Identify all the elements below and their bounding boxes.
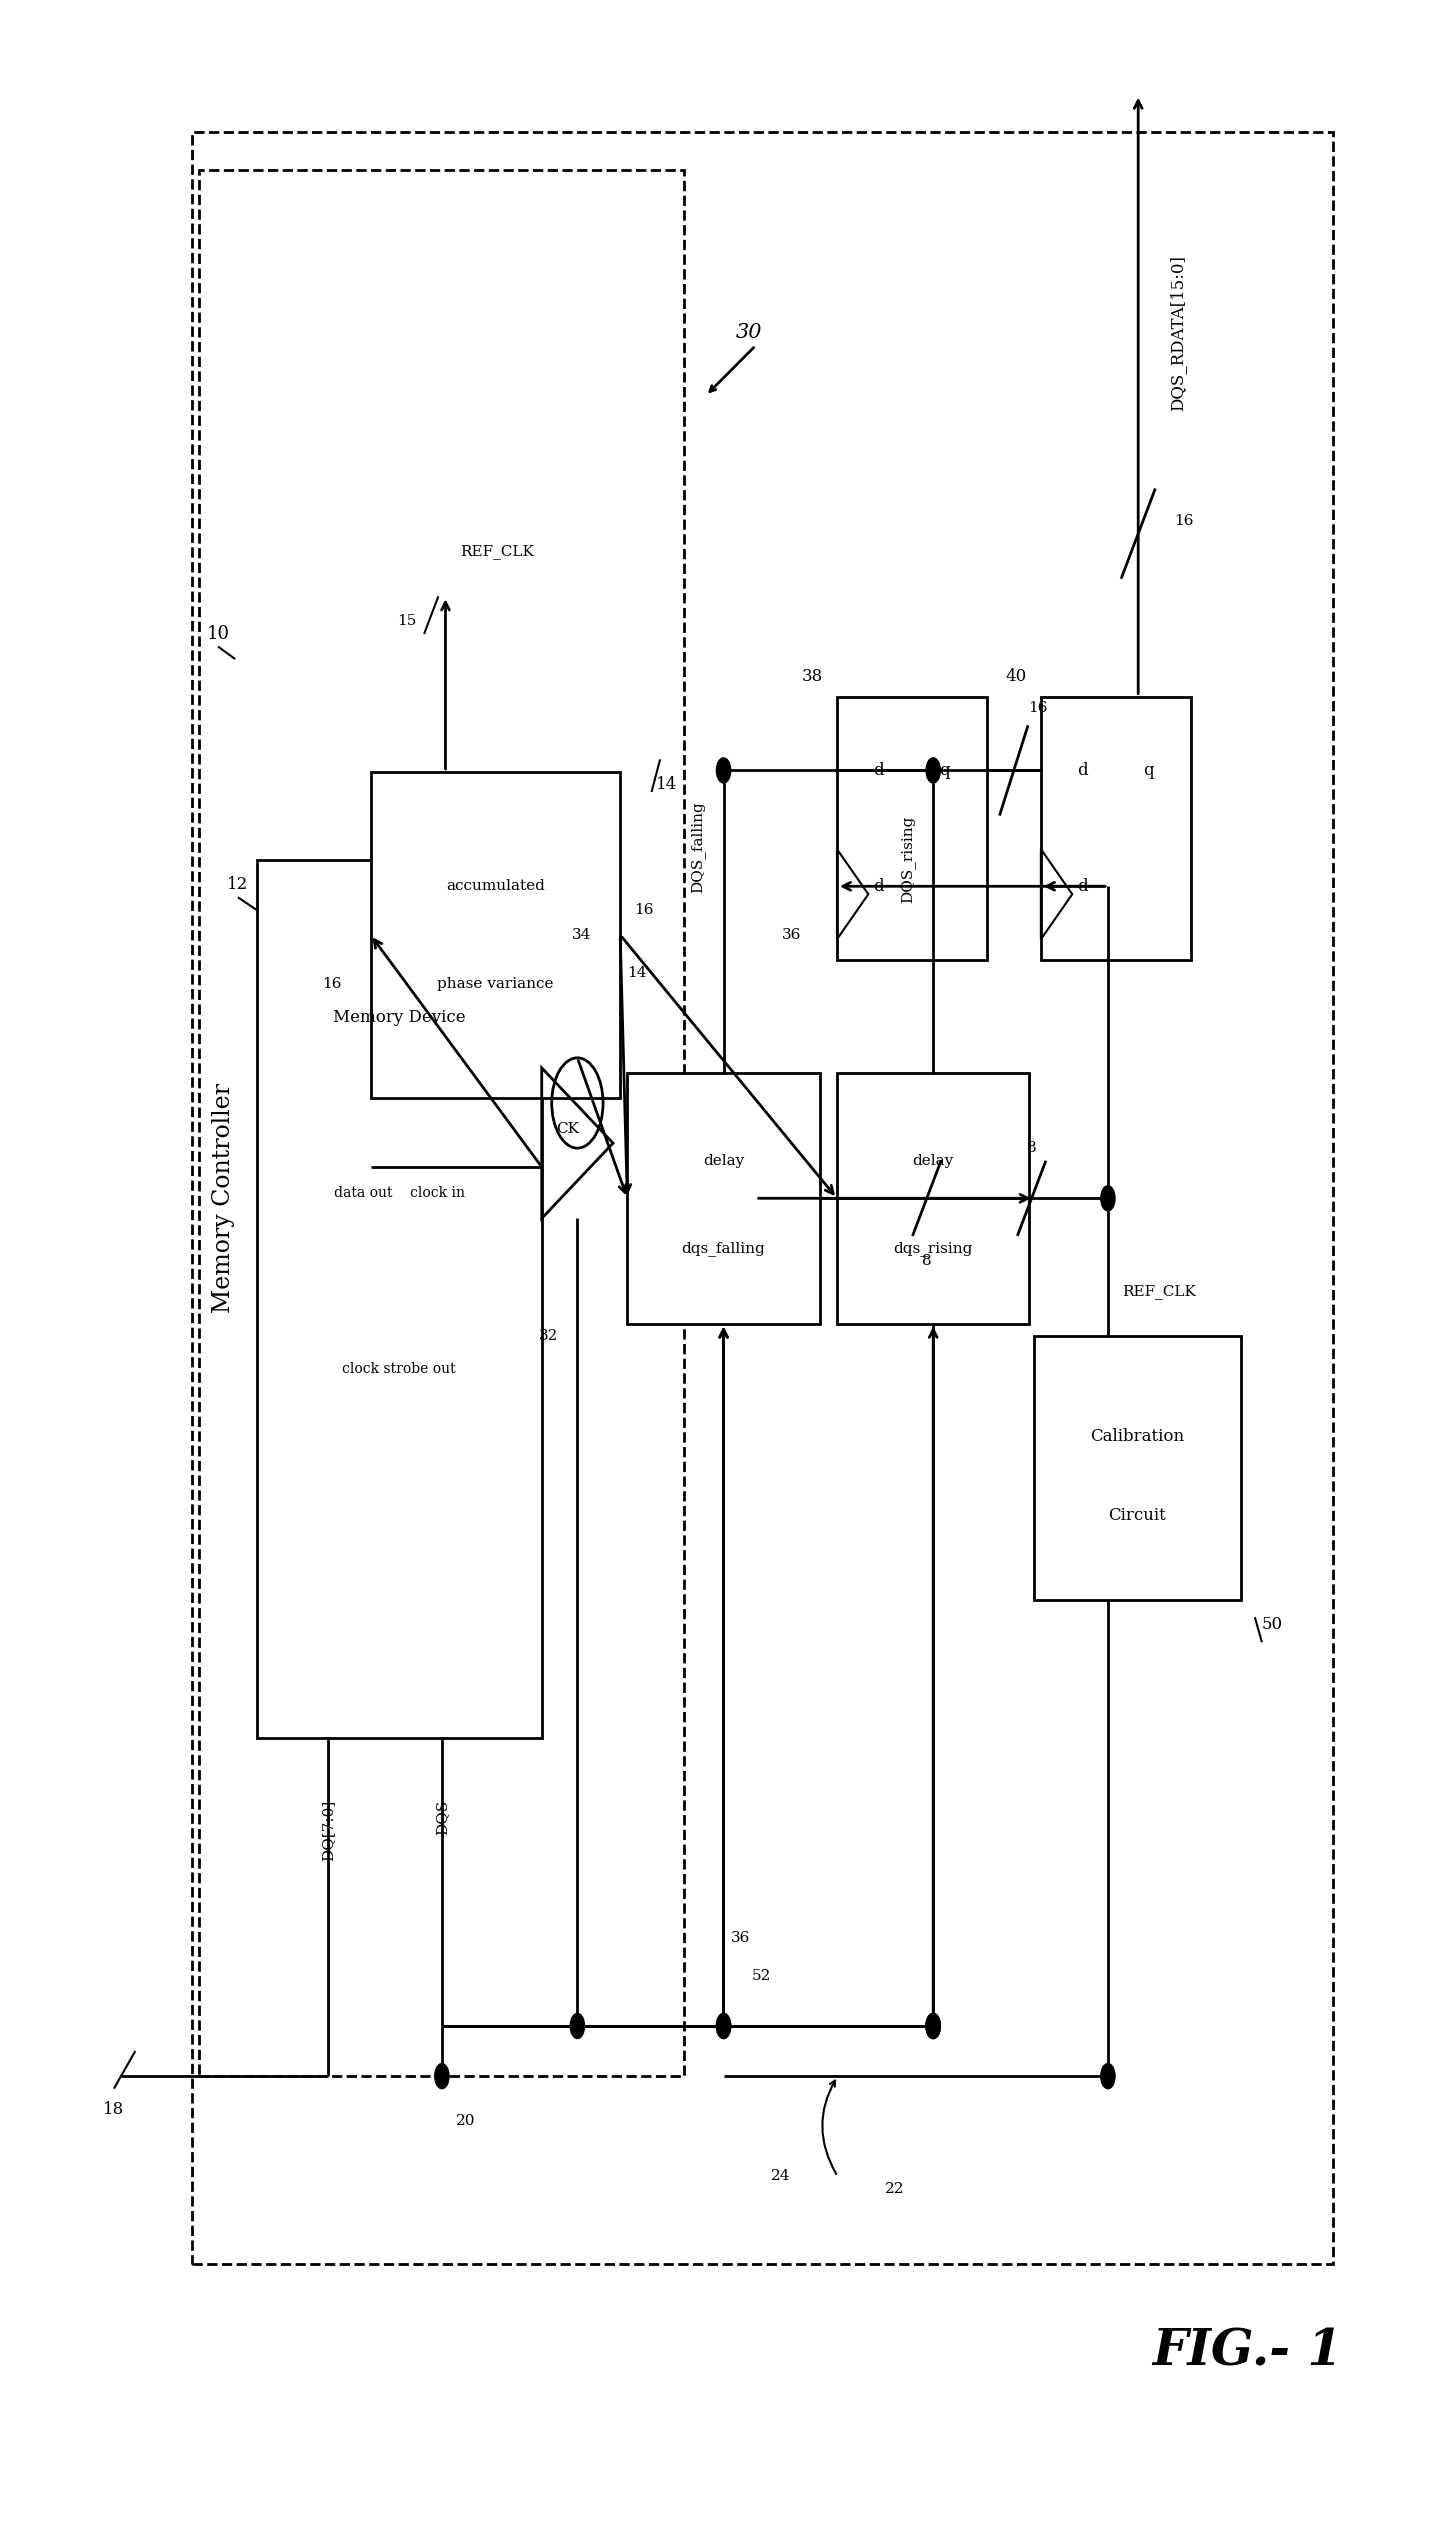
Text: CK: CK	[556, 1122, 579, 1137]
Text: 16: 16	[323, 976, 343, 991]
Text: 34: 34	[572, 928, 592, 941]
Text: delay: delay	[913, 1153, 953, 1168]
Bar	[628, 1072, 819, 1324]
Text: q: q	[939, 762, 950, 779]
Circle shape	[435, 2063, 449, 2088]
Circle shape	[926, 2013, 940, 2038]
Text: d: d	[874, 878, 884, 895]
Bar	[256, 860, 541, 1738]
Text: 8: 8	[922, 1253, 932, 1269]
Text: REF_CLK: REF_CLK	[1122, 1284, 1197, 1299]
Text: q: q	[1143, 762, 1153, 779]
Bar	[837, 696, 986, 961]
Text: d: d	[1077, 762, 1089, 779]
Text: 8: 8	[1027, 1140, 1037, 1155]
Text: 14: 14	[655, 777, 677, 792]
Circle shape	[926, 2013, 940, 2038]
Text: 22: 22	[886, 2182, 904, 2197]
Text: 24: 24	[770, 2169, 791, 2184]
Text: 38: 38	[802, 668, 822, 686]
Text: 52: 52	[752, 1970, 772, 1982]
Text: 10: 10	[206, 625, 229, 643]
Text: 15: 15	[397, 615, 418, 628]
Text: accumulated: accumulated	[446, 880, 544, 893]
Text: 14: 14	[628, 966, 647, 979]
Text: 18: 18	[104, 2101, 124, 2118]
Text: Memory Device: Memory Device	[333, 1009, 465, 1026]
Text: Circuit: Circuit	[1109, 1506, 1166, 1523]
Text: 50: 50	[1261, 1617, 1283, 1634]
Text: DQS_rising: DQS_rising	[900, 817, 914, 903]
Text: 20: 20	[456, 2113, 475, 2129]
Text: DQS_RDATA[15:0]: DQS_RDATA[15:0]	[1169, 255, 1187, 411]
Bar	[1034, 1337, 1240, 1599]
Text: 30: 30	[736, 323, 762, 343]
Text: phase variance: phase variance	[438, 976, 553, 991]
Text: 12: 12	[228, 875, 249, 893]
Bar	[837, 1072, 1030, 1324]
Text: 36: 36	[782, 928, 801, 941]
Text: dqs_rising: dqs_rising	[893, 1241, 973, 1256]
Text: 36: 36	[730, 1932, 750, 1944]
Text: Memory Controller: Memory Controller	[212, 1084, 235, 1314]
Bar	[370, 772, 621, 1097]
Text: Calibration: Calibration	[1090, 1427, 1184, 1445]
Bar	[1041, 696, 1191, 961]
Circle shape	[926, 2013, 940, 2038]
Text: dqs_falling: dqs_falling	[681, 1241, 766, 1256]
Bar	[193, 131, 1333, 2265]
Text: d: d	[874, 762, 884, 779]
Text: REF_CLK: REF_CLK	[459, 545, 534, 560]
Text: 16: 16	[635, 903, 654, 918]
Bar	[200, 169, 684, 2076]
Text: data out    clock in: data out clock in	[334, 1185, 465, 1200]
Text: 40: 40	[1005, 668, 1027, 686]
Text: 16: 16	[1028, 701, 1047, 714]
Text: FIG.- 1: FIG.- 1	[1152, 2328, 1342, 2376]
Text: 32: 32	[539, 1329, 559, 1344]
Circle shape	[926, 759, 940, 782]
Circle shape	[717, 2013, 730, 2038]
Circle shape	[717, 2013, 730, 2038]
Circle shape	[1100, 1185, 1115, 1211]
Text: DQS: DQS	[435, 1801, 449, 1836]
Circle shape	[1100, 2063, 1115, 2088]
Text: DQ[7:0]: DQ[7:0]	[321, 1801, 336, 1861]
Text: delay: delay	[703, 1153, 744, 1168]
Circle shape	[717, 759, 730, 782]
Text: 16: 16	[1174, 514, 1194, 527]
Circle shape	[570, 2013, 585, 2038]
Text: clock strobe out: clock strobe out	[343, 1362, 456, 1377]
Text: DQS_falling: DQS_falling	[690, 802, 706, 893]
Text: d: d	[1077, 878, 1089, 895]
